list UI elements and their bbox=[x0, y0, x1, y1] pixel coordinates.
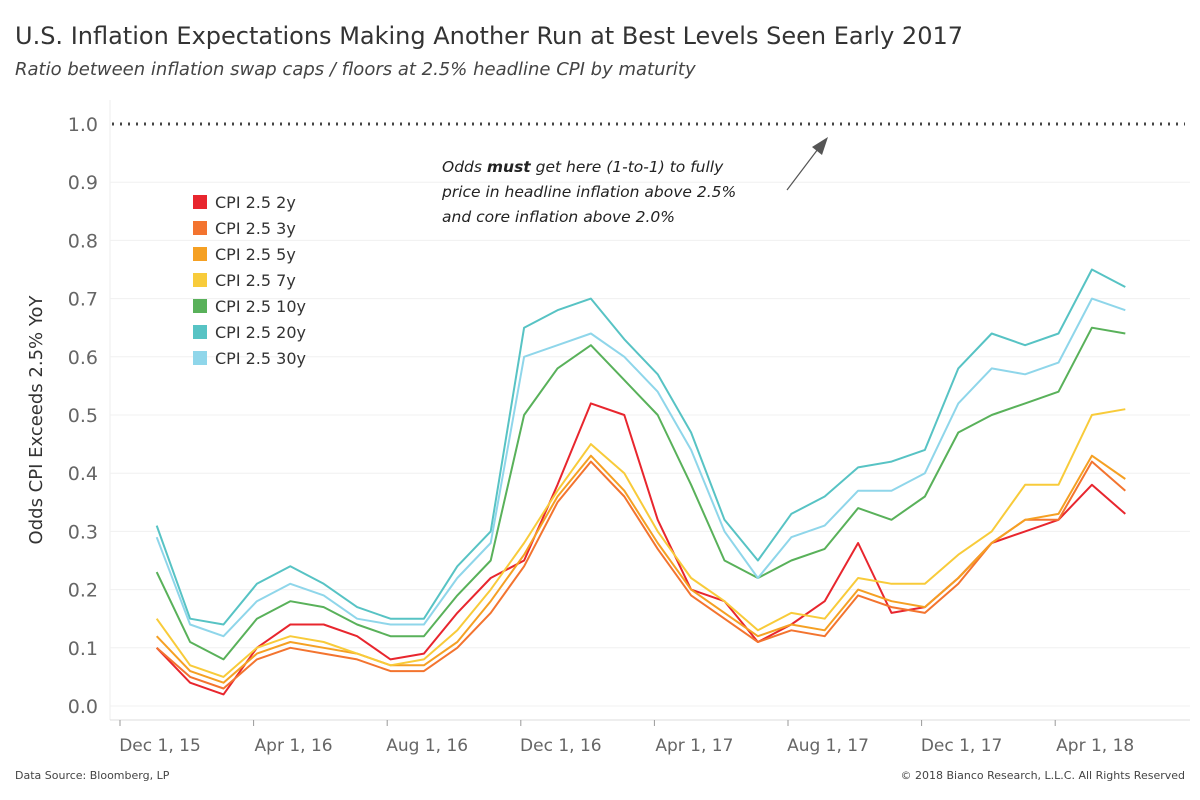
legend-swatch bbox=[193, 299, 207, 313]
y-tick-label: 0.9 bbox=[68, 172, 98, 194]
x-tick-label: Apr 1, 17 bbox=[655, 736, 733, 756]
annotation-arrow-line bbox=[786, 148, 819, 191]
y-tick-label: 0.3 bbox=[68, 521, 98, 543]
series-line-cpi-2-5-30y bbox=[155, 297, 1126, 638]
legend-swatch bbox=[193, 325, 207, 339]
series-line-cpi-2-5-10y bbox=[155, 326, 1126, 661]
legend-label: CPI 2.5 30y bbox=[215, 349, 306, 368]
y-tick-label: 0.5 bbox=[68, 405, 98, 427]
series-line-cpi-2-5-7y bbox=[155, 408, 1126, 678]
x-tick-label: Dec 1, 17 bbox=[921, 736, 1003, 756]
legend-swatch bbox=[193, 247, 207, 261]
legend-label: CPI 2.5 5y bbox=[215, 245, 296, 264]
y-tick-label: 0.0 bbox=[68, 696, 98, 718]
y-tick-label: 0.4 bbox=[68, 463, 98, 485]
annotation-text: Odds must get here (1-to-1) to fully bbox=[442, 158, 724, 176]
legend-swatch bbox=[193, 273, 207, 287]
legend-label: CPI 2.5 3y bbox=[215, 219, 296, 238]
series-line-cpi-2-5-20y bbox=[155, 268, 1126, 626]
data-source: Data Source: Bloomberg, LP bbox=[15, 769, 170, 782]
series-line-cpi-2-5-3y bbox=[156, 460, 1126, 690]
y-tick-label: 1.0 bbox=[68, 114, 98, 136]
legend-swatch bbox=[193, 221, 207, 235]
legend-label: CPI 2.5 7y bbox=[215, 271, 296, 290]
legend-label: CPI 2.5 2y bbox=[215, 193, 296, 212]
annotation-text: price in headline inflation above 2.5% bbox=[441, 183, 736, 201]
legend-label: CPI 2.5 10y bbox=[215, 297, 306, 316]
chart-title: U.S. Inflation Expectations Making Anoth… bbox=[15, 22, 964, 50]
x-tick-label: Apr 1, 18 bbox=[1056, 736, 1134, 756]
chart-subtitle: Ratio between inflation swap caps / floo… bbox=[15, 59, 696, 80]
x-tick-label: Aug 1, 16 bbox=[386, 736, 468, 756]
y-axis-label: Odds CPI Exceeds 2.5% YoY bbox=[26, 295, 47, 545]
legend-swatch bbox=[193, 351, 207, 365]
series-line-cpi-2-5-5y bbox=[155, 454, 1126, 684]
y-tick-label: 0.8 bbox=[68, 230, 98, 252]
y-tick-label: 0.2 bbox=[68, 580, 98, 602]
x-tick-label: Aug 1, 17 bbox=[787, 736, 869, 756]
y-tick-label: 0.7 bbox=[68, 289, 98, 311]
copyright: © 2018 Bianco Research, L.L.C. All Right… bbox=[900, 769, 1185, 782]
legend-label: CPI 2.5 20y bbox=[215, 323, 306, 342]
x-tick-label: Dec 1, 15 bbox=[119, 736, 201, 756]
y-tick-label: 0.6 bbox=[68, 347, 98, 369]
legend-swatch bbox=[193, 195, 207, 209]
x-tick-label: Apr 1, 16 bbox=[255, 736, 333, 756]
x-tick-label: Dec 1, 16 bbox=[520, 736, 602, 756]
annotation-text: and core inflation above 2.0% bbox=[442, 208, 675, 226]
arrow-head-icon bbox=[812, 137, 828, 155]
y-tick-label: 0.1 bbox=[68, 638, 98, 660]
